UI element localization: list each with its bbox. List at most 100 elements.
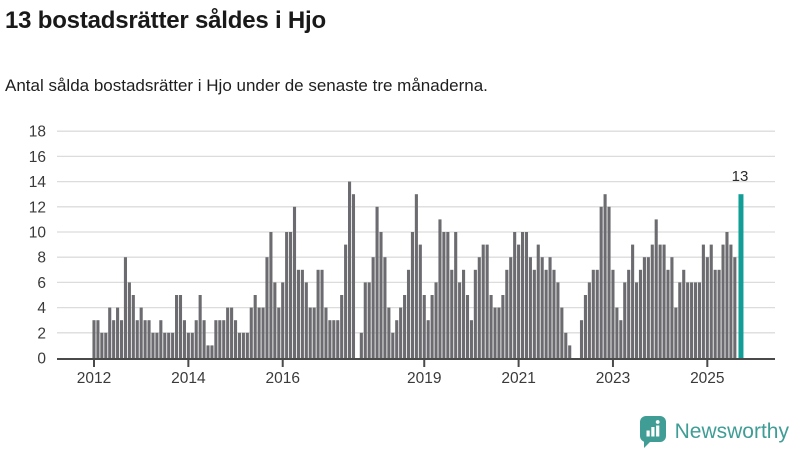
y-tick-label: 4 <box>37 300 46 317</box>
bar <box>269 232 273 358</box>
bar <box>151 332 155 358</box>
bar <box>505 269 509 358</box>
bar <box>414 194 418 358</box>
bar <box>450 269 454 358</box>
bar <box>717 269 721 358</box>
bar <box>249 307 253 358</box>
bar <box>631 244 635 358</box>
bar <box>399 307 403 358</box>
bar <box>159 320 163 358</box>
bar <box>666 269 670 358</box>
bar <box>418 244 422 358</box>
bar <box>112 320 116 358</box>
bar <box>697 282 702 358</box>
bar <box>465 295 470 358</box>
bar <box>513 232 517 358</box>
bar <box>163 332 167 358</box>
bar <box>281 282 285 358</box>
bar <box>721 244 725 358</box>
bar <box>520 232 525 358</box>
bar <box>186 332 190 358</box>
bar <box>336 320 340 358</box>
bar <box>383 257 387 358</box>
newsworthy-wordmark: Newsworthy <box>674 420 789 443</box>
bar <box>556 282 560 358</box>
bar <box>387 307 391 358</box>
y-tick-label: 18 <box>29 124 46 141</box>
bar <box>713 269 717 358</box>
bar <box>430 295 434 358</box>
x-tick-label: 2021 <box>501 370 535 387</box>
bar <box>131 295 135 358</box>
bar <box>202 320 206 358</box>
bar <box>139 307 143 358</box>
bar <box>367 282 371 358</box>
bar <box>454 232 458 358</box>
bar <box>579 320 584 358</box>
bar <box>241 332 245 358</box>
bar <box>403 295 407 358</box>
newsworthy-logo[interactable]: Newsworthy <box>639 415 789 449</box>
bar <box>257 307 261 358</box>
bar <box>261 307 265 358</box>
x-tick-label: 2012 <box>77 370 111 387</box>
bar <box>583 295 587 358</box>
bar <box>359 332 363 358</box>
bar <box>127 282 131 358</box>
bar <box>296 269 300 358</box>
bar <box>422 295 426 358</box>
bar <box>544 269 548 358</box>
bar <box>119 320 124 358</box>
bar <box>344 244 348 358</box>
bar <box>619 320 623 358</box>
bar <box>108 307 112 358</box>
bar <box>167 332 171 358</box>
bar <box>682 269 686 358</box>
bar <box>678 282 682 358</box>
bar <box>340 295 344 358</box>
bar <box>426 320 430 358</box>
bar <box>599 206 603 358</box>
bar <box>658 244 662 358</box>
bar <box>442 232 446 358</box>
bar <box>190 332 194 358</box>
bar <box>104 332 108 358</box>
bar <box>615 307 619 358</box>
bar <box>143 320 147 358</box>
bar <box>198 295 202 358</box>
bar <box>725 232 729 358</box>
bar <box>501 295 505 358</box>
bar <box>175 295 179 358</box>
bar <box>182 320 186 358</box>
bar <box>591 269 595 358</box>
bar <box>194 320 198 358</box>
bar <box>253 295 257 358</box>
bar <box>218 320 222 358</box>
x-tick-label: 2014 <box>171 370 206 387</box>
y-tick-label: 0 <box>37 351 46 368</box>
bar <box>528 257 532 358</box>
bar <box>560 307 564 358</box>
bar <box>485 244 489 358</box>
bar <box>375 206 379 358</box>
bar <box>540 257 544 358</box>
bar <box>226 307 230 358</box>
x-tick-label: 2025 <box>690 370 724 387</box>
bar <box>328 320 332 358</box>
bar <box>623 282 627 358</box>
y-tick-label: 16 <box>29 149 46 166</box>
y-tick-label: 2 <box>37 325 46 342</box>
bar <box>517 244 521 358</box>
bar <box>662 244 666 358</box>
bar <box>469 320 473 358</box>
highlight-bar <box>738 194 744 358</box>
bar <box>92 320 96 358</box>
bar <box>493 307 497 358</box>
bar <box>391 332 395 358</box>
bar <box>324 307 328 358</box>
bar <box>289 232 293 358</box>
bar <box>171 332 175 358</box>
bar <box>595 269 599 358</box>
bar <box>509 257 513 358</box>
y-tick-label: 14 <box>29 174 47 191</box>
